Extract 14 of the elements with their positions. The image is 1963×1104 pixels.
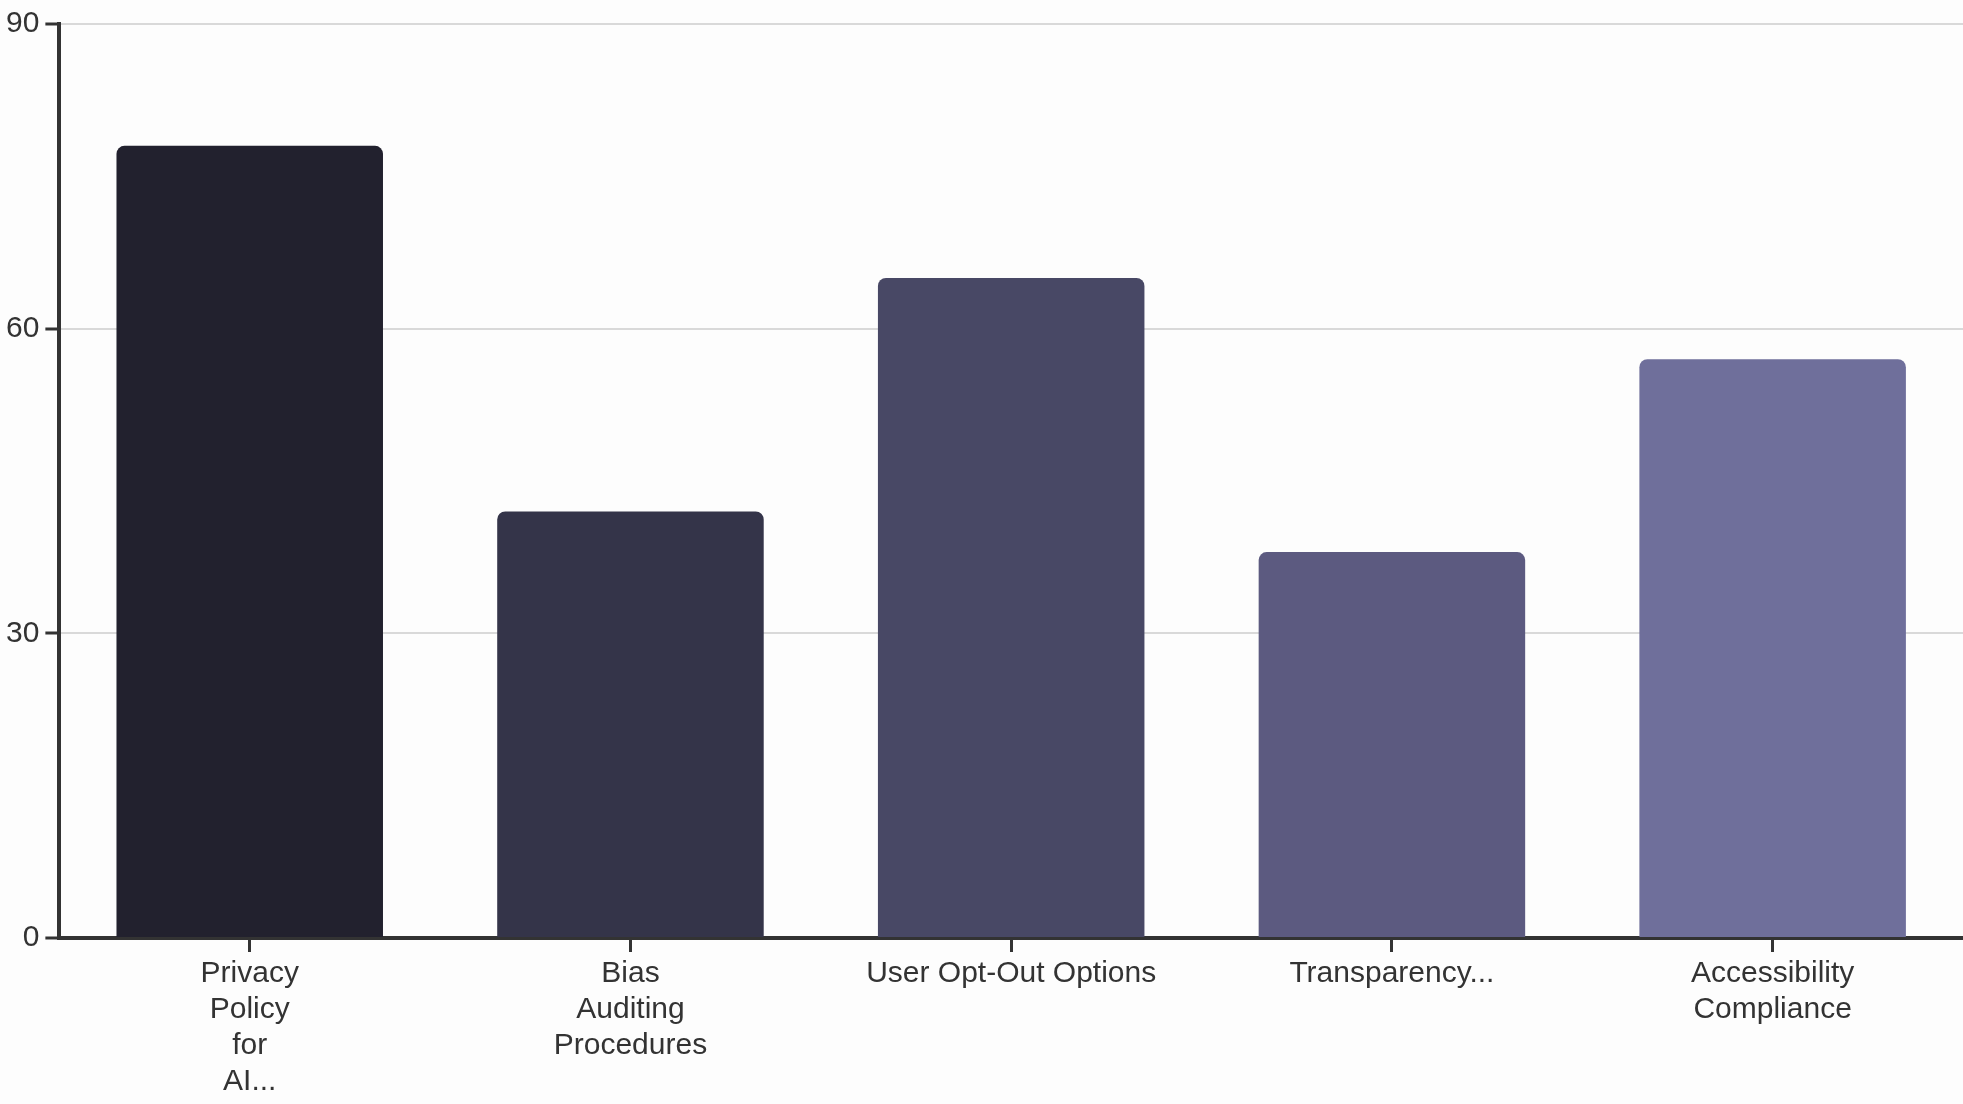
- x-tick-label: Transparency...: [1289, 955, 1495, 989]
- x-tick-label: Bias Auditing Procedures: [553, 955, 708, 1061]
- bar: [877, 277, 1145, 937]
- x-tick-label: Accessibility Compliance: [1690, 955, 1855, 1025]
- y-tick-label: 60: [5, 309, 40, 343]
- x-tick-label: Privacy Policy for AI...: [200, 955, 299, 1097]
- bar: [1258, 552, 1526, 937]
- y-tick-label: 0: [22, 919, 40, 953]
- bar: [497, 511, 764, 937]
- y-tick-label: 90: [5, 5, 40, 39]
- x-tick-label: User Opt-Out Options: [866, 955, 1157, 989]
- bar: [1639, 359, 1906, 937]
- bar: [116, 145, 383, 937]
- y-tick-label: 30: [5, 614, 40, 648]
